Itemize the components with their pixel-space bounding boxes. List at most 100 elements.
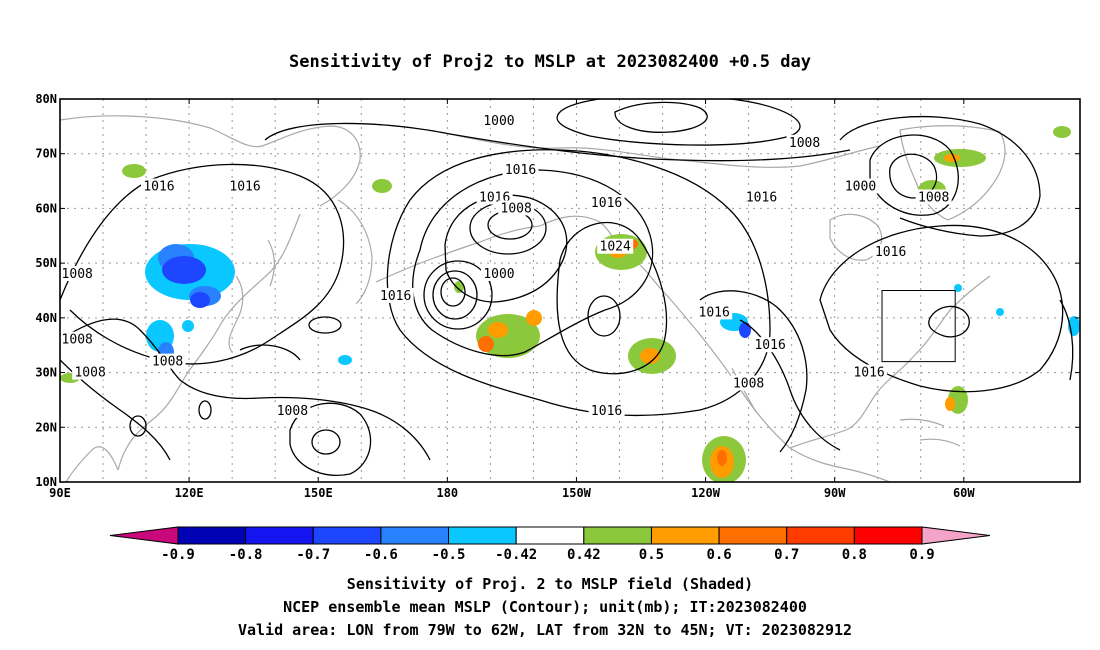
lat-tick-label: 20N [35,420,57,434]
map-panel: 1000 1008 1016 1016 1008 1016 1016 1000 1008 1024… [35,92,1081,500]
sensitivity-region [1053,126,1071,138]
contour-label: 1016 [875,245,906,260]
contour-label-bg [588,194,625,210]
colorbar-bin [515,526,585,545]
colorbar-label: -0.5 [432,547,466,563]
colorbar-label: -0.42 [495,547,537,563]
contour-label-bg [502,162,539,178]
lon-tick-label: 60W [953,486,975,500]
contour-label: 1008 [277,404,308,419]
colorbar-bin [718,526,788,545]
contour-label: 1016 [699,305,730,320]
lon-tick-label: 90W [824,486,846,500]
sensitivity-region [945,397,955,411]
contour-label-bg [60,331,96,347]
contour-label: 1016 [591,404,622,419]
contour-label: 1000 [483,267,514,282]
contour-label-bg [227,178,264,194]
contour-label-bg [588,402,625,418]
contour-label: 1016 [505,163,536,178]
contour-asia-1008 [60,318,431,461]
contour-south-pacific-1008 [289,402,372,476]
contour-1016-pacific [386,149,771,417]
colorbar-label: 0.9 [909,547,934,563]
contour-label-bg [915,189,952,205]
contour-small-1 [198,400,212,420]
longitude-axis: 90E 120E 150E 180 150W 120W 90W 60W [49,99,975,500]
contour-label-bg [851,364,888,380]
contour-label: 1008 [62,333,93,348]
lat-tick-label: 50N [35,256,57,270]
colorbar-bin [177,526,247,545]
colorbar: -0.9 -0.8 -0.7 -0.6 -0.5 -0.42 0.42 0.5 0.6 0.7 0.… [109,526,991,563]
sensitivity-region [190,292,210,308]
contour-atlantic-1008 [839,115,1041,237]
contour-small-2 [129,415,147,437]
coast-aleutians [375,225,541,283]
caption-line-2: NCEP ensemble mean MSLP (Contour); unit(… [283,598,807,616]
contour-label: 1008 [152,355,183,370]
contour-label: 1016 [746,190,777,205]
contour-low-1 [440,277,466,307]
coast-asia [60,115,361,482]
colorbar-label: -0.7 [296,547,330,563]
contour-label: 1008 [789,136,820,151]
contour-label-bg [498,200,535,216]
sensitivity-region [739,322,751,338]
contour-label: 1008 [62,267,93,282]
contour-label-bg [730,375,767,391]
contour-pacific-high-1024 [556,221,668,375]
contour-greenland-low [869,134,959,216]
contour-label-bg [842,178,879,194]
colorbar-max-arrow [921,526,991,545]
lat-tick-label: 80N [35,92,57,106]
contour-label-bg [140,178,177,194]
colorbar-label: -0.8 [229,547,263,563]
caption-line-3: Valid area: LON from 79W to 62W, LAT fro… [238,621,852,639]
contour-label-bg [872,244,909,260]
sensitivity-region [996,308,1004,316]
figure-title: Sensitivity of Proj2 to MSLP at 20230824… [289,52,811,72]
contour-label-bg [274,402,311,418]
contour-atlantic-inner [928,305,970,338]
contour-label: 1016 [754,338,785,353]
colorbar-min-arrow [109,526,179,545]
contour-small-5 [1059,299,1074,381]
colorbar-bin [380,526,450,545]
colorbar-bin [245,526,314,545]
contour-label-bg [60,266,96,282]
colorbar-label: -0.6 [364,547,398,563]
contour-label-bg [786,134,823,150]
lon-tick-label: 120W [691,486,721,500]
sensitivity-region [944,154,960,162]
contour-label-bg [480,266,517,282]
lat-tick-label: 30N [35,366,57,380]
colorbar-bin [853,526,923,545]
colorbar-bin [312,526,382,545]
contour-label-bg [752,337,789,353]
colorbar-label: -0.9 [161,547,195,563]
colorbar-bin [448,526,517,545]
caption-line-1: Sensitivity of Proj. 2 to MSLP field (Sh… [347,575,753,593]
colorbar-label: 0.5 [639,547,664,563]
contour-label: 1024 [600,240,631,255]
contour-label: 1000 [845,180,876,195]
colorbar-bin [583,526,652,545]
contour-label-bg [696,304,733,320]
sensitivity-region [526,310,542,326]
contour-pacific-high-inner [587,295,621,337]
valid-area-box [881,290,956,363]
contour-label-bg [597,238,634,254]
contour-atlantic-1016 [819,224,1064,393]
colorbar-label: 0.7 [774,547,799,563]
contour-label: 1008 [918,190,949,205]
coast-baja [731,367,757,413]
lon-tick-label: 150W [562,486,592,500]
sensitivity-region [122,164,146,178]
contour-north-america-1008 [739,319,841,451]
contour-label: 1016 [229,180,260,195]
contour-small-4 [239,344,301,361]
contour-arctic-1016 [264,122,851,162]
contour-small-3 [308,316,342,334]
